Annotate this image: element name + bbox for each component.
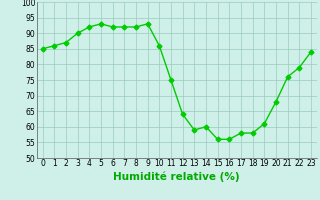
- X-axis label: Humidité relative (%): Humidité relative (%): [114, 171, 240, 182]
